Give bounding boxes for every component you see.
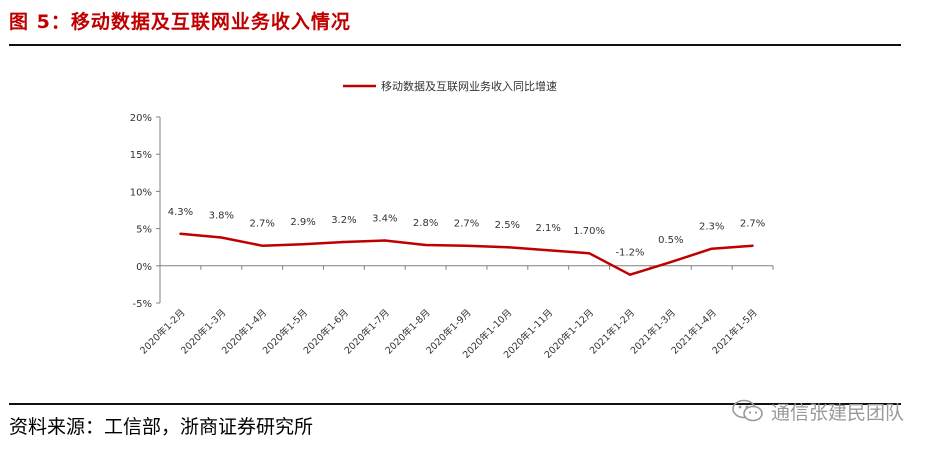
data-label: 3.8% xyxy=(209,211,234,222)
data-point xyxy=(669,260,673,264)
y-tick-label: 15% xyxy=(130,150,152,161)
data-label: 0.5% xyxy=(658,235,683,246)
data-point xyxy=(547,248,550,252)
data-label: 2.5% xyxy=(495,220,520,231)
data-point xyxy=(506,246,509,249)
data-point xyxy=(710,247,713,250)
y-tick-label: 20% xyxy=(130,113,152,124)
data-point xyxy=(342,240,346,244)
data-label: 2.7% xyxy=(454,219,479,230)
y-tick-label: 0% xyxy=(136,262,152,273)
watermark-text: 通信张建民团队 xyxy=(770,401,904,424)
data-label: 2.7% xyxy=(740,219,765,230)
line-chart: 移动数据及互联网业务收入同比增速20%15%10%5%0%-5%2020年1-2… xyxy=(130,79,774,361)
data-point xyxy=(301,243,305,246)
source-note: 资料来源：工信部，浙商证券研究所 xyxy=(9,416,314,438)
data-label: 2.3% xyxy=(699,222,724,233)
data-point xyxy=(628,273,632,276)
data-point xyxy=(220,236,223,239)
data-point xyxy=(383,239,386,242)
data-label: 3.4% xyxy=(372,214,397,225)
legend-label: 移动数据及互联网业务收入同比增速 xyxy=(381,79,557,93)
data-point xyxy=(179,232,182,236)
top-divider xyxy=(9,44,901,46)
data-point xyxy=(424,243,427,247)
watermark: 通信张建民团队 xyxy=(731,398,904,424)
data-label: 2.8% xyxy=(413,218,438,229)
y-tick-label: 5% xyxy=(136,225,152,236)
figure-title: 图 5：移动数据及互联网业务收入情况 xyxy=(9,11,351,33)
data-label: 3.2% xyxy=(331,215,356,226)
data-point xyxy=(465,244,468,247)
data-point xyxy=(587,251,591,255)
data-label: 4.3% xyxy=(168,207,193,218)
data-label: 2.9% xyxy=(290,217,315,228)
data-label: -1.2% xyxy=(615,248,644,259)
data-label: 1.70% xyxy=(573,226,605,237)
y-tick-label: 10% xyxy=(130,187,152,198)
data-point xyxy=(751,244,754,247)
data-label: 2.7% xyxy=(249,219,274,230)
wechat-icon xyxy=(732,399,763,422)
bottom-divider xyxy=(9,403,901,405)
data-label: 2.1% xyxy=(536,223,561,234)
data-point xyxy=(260,244,264,247)
y-tick-label: -5% xyxy=(133,299,152,310)
